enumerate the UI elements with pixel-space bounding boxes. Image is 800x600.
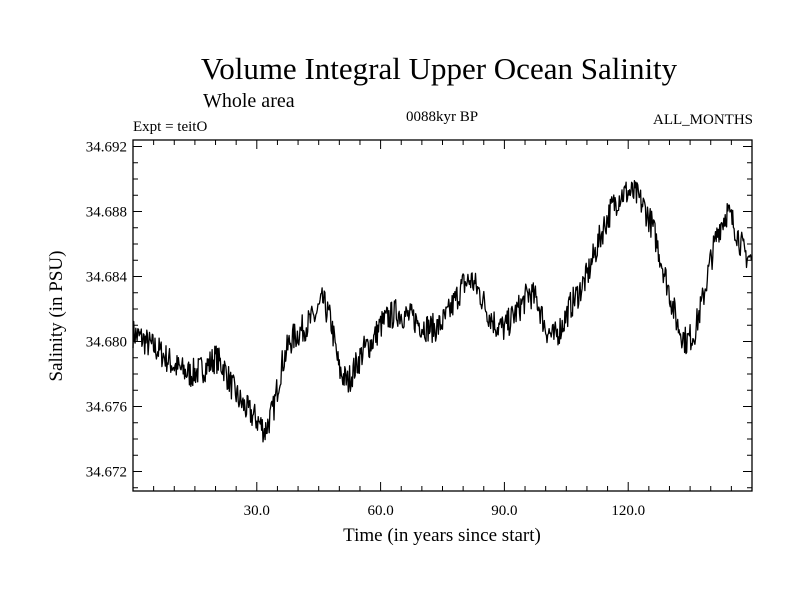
chart-title: Volume Integral Upper Ocean Salinity: [201, 51, 678, 86]
y-axis-label: Salinity (in PSU): [46, 251, 67, 382]
x-axis-ticks: 30.0 60.0 90.0 120.0: [153, 140, 732, 519]
x-tick-label: 90.0: [491, 503, 517, 519]
x-tick-label: 120.0: [611, 503, 645, 519]
x-tick-label: 60.0: [367, 503, 393, 519]
y-tick-label: 34.684: [86, 270, 128, 286]
salinity-series-line: [132, 179, 753, 443]
y-tick-label: 34.672: [86, 465, 127, 481]
y-tick-label: 34.680: [86, 335, 127, 351]
period-label: 0088kyr BP: [406, 109, 478, 125]
chart-subtitle: Whole area: [203, 90, 295, 112]
y-axis-ticks: 34.672 34.676 34.680 34.684 34.688 34.692: [86, 140, 752, 489]
y-tick-label: 34.676: [86, 400, 128, 416]
months-label: ALL_MONTHS: [653, 112, 753, 128]
x-axis-label: Time (in years since start): [343, 525, 541, 546]
plot-frame: [132, 139, 753, 492]
x-tick-label: 30.0: [244, 503, 270, 519]
y-tick-label: 34.692: [86, 140, 127, 156]
y-tick-label: 34.688: [86, 205, 127, 221]
experiment-label: Expt = teitO: [133, 119, 207, 135]
